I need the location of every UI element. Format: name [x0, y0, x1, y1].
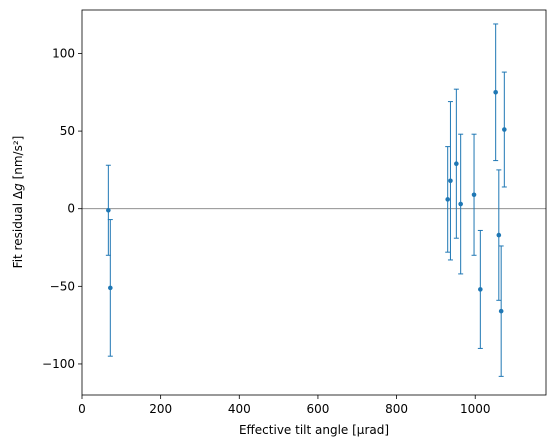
x-tick-label: 400 [228, 402, 251, 416]
data-point-group [496, 169, 502, 301]
data-point-group [493, 23, 499, 162]
x-axis: 0 200 400 600 800 1000 [78, 395, 490, 416]
data-layer [105, 23, 507, 377]
data-point-group [458, 133, 464, 275]
data-point [498, 308, 504, 314]
data-point [478, 287, 483, 292]
y-tick-label: −100 [42, 357, 75, 371]
y-axis-label-prefix: Fit residual Δ [11, 190, 25, 268]
data-point [496, 232, 502, 238]
x-tick-label: 0 [78, 402, 86, 416]
data-point-group [498, 245, 504, 377]
data-point-group [477, 229, 483, 349]
y-tick-label: 50 [60, 124, 75, 138]
y-tick-label: 100 [52, 46, 75, 60]
x-axis-label: Effective tilt angle [μrad] [239, 423, 389, 437]
data-point [493, 89, 498, 95]
y-tick-label: −50 [50, 279, 75, 293]
data-point [108, 285, 113, 291]
plot-frame [81, 9, 547, 396]
data-point-group [453, 88, 459, 239]
data-point [458, 201, 463, 207]
data-point [448, 178, 453, 184]
data-point-group [447, 101, 453, 261]
data-point [106, 207, 111, 213]
x-tick-label: 200 [149, 402, 172, 416]
y-axis-label: Fit residual Δg [nm/s²] [11, 136, 25, 269]
y-axis: −100 −50 0 50 100 [42, 46, 82, 371]
data-point-group [107, 219, 113, 357]
x-tick-label: 800 [385, 402, 408, 416]
data-point [502, 127, 507, 132]
x-tick-label: 1000 [460, 402, 491, 416]
data-point-group [471, 133, 477, 256]
y-axis-label-variable: g [11, 183, 25, 191]
data-point [445, 197, 450, 202]
plot-area [82, 10, 546, 395]
y-tick-label: 0 [67, 202, 75, 216]
data-point-group [105, 164, 111, 256]
data-point [471, 192, 477, 198]
data-point [454, 161, 459, 166]
data-point-group [445, 146, 451, 253]
y-axis-label-suffix: [nm/s²] [11, 136, 25, 184]
x-tick-label: 600 [306, 402, 329, 416]
data-point-group [501, 71, 507, 188]
